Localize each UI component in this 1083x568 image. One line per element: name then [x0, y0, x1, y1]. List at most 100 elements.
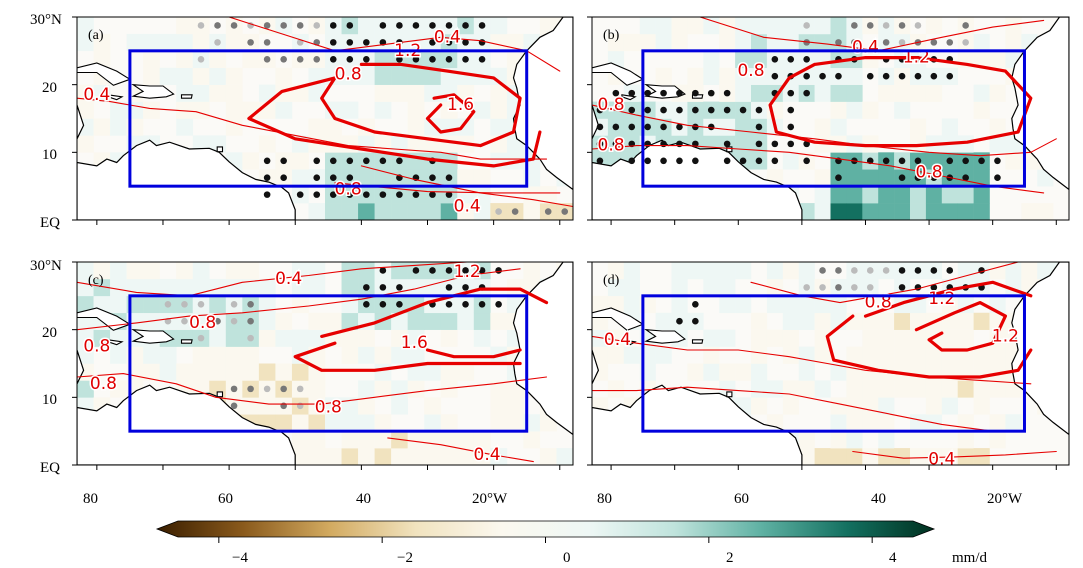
- significance-dot-strong: [445, 300, 453, 308]
- significance-dot-strong: [396, 284, 403, 291]
- anomaly-cell: [751, 346, 768, 364]
- contour-label: 0.8: [916, 163, 943, 183]
- anomaly-cell: [798, 448, 815, 465]
- anomaly-cell: [440, 363, 458, 381]
- significance-dot-weak: [247, 39, 254, 46]
- anomaly-cell: [457, 67, 475, 85]
- significance-dot-strong: [329, 55, 337, 63]
- anomaly-cell: [814, 448, 831, 465]
- significance-dot-strong: [495, 300, 502, 308]
- anomaly-cell: [894, 101, 911, 119]
- anomaly-cell: [209, 363, 227, 381]
- anomaly-cell: [325, 203, 342, 220]
- anomaly-cell: [973, 203, 990, 220]
- anomaly-cell: [159, 67, 177, 85]
- anomaly-cell: [766, 262, 784, 280]
- contour-label: 0.4: [852, 37, 879, 57]
- colorbar-unit: mm/d: [952, 550, 988, 566]
- lon-tick-left-40: 40: [356, 491, 371, 507]
- anomaly-cell: [291, 295, 309, 314]
- anomaly-cell: [687, 262, 704, 280]
- anomaly-cell: [275, 363, 293, 381]
- anomaly-cell: [407, 312, 425, 330]
- anomaly-cell: [77, 101, 94, 119]
- axis-ticks: [587, 261, 1057, 470]
- anomaly-cell: [735, 67, 752, 85]
- significance-dot-strong: [946, 267, 954, 274]
- anomaly-cell: [325, 414, 342, 432]
- lat-tick-bottom-30: 30°N: [30, 258, 62, 274]
- anomaly-cell: [506, 414, 524, 432]
- anomaly-cell: [258, 312, 276, 330]
- axis-ticks: [587, 16, 1057, 225]
- anomaly-cell: [407, 101, 425, 119]
- anomaly-cell: [341, 203, 359, 220]
- anomaly-cell: [93, 33, 111, 52]
- significance-dot-strong: [429, 39, 436, 46]
- anomaly-cell: [751, 33, 768, 52]
- anomaly-cell: [592, 329, 609, 347]
- central-america-coast: [592, 349, 600, 385]
- island-coast: [592, 62, 645, 86]
- anomaly-cell: [110, 346, 127, 364]
- significance-dot-weak: [263, 55, 271, 63]
- anomaly-cell: [814, 169, 831, 187]
- anomaly-cell: [358, 380, 375, 398]
- anomaly-cell: [862, 186, 879, 204]
- significance-dot-weak: [214, 39, 221, 46]
- anomaly-cell: [989, 262, 1006, 280]
- significance-dot-strong: [396, 191, 403, 198]
- anomaly-cell: [440, 312, 458, 330]
- significance-dot-strong: [803, 55, 810, 63]
- anomaly-cell: [1021, 262, 1038, 280]
- significance-dot-strong: [914, 174, 922, 182]
- anomaly-cell: [407, 448, 425, 465]
- significance-dot-weak: [851, 22, 858, 29]
- anomaly-cell: [735, 17, 752, 35]
- anomaly-cell: [957, 431, 974, 449]
- anomaly-cell: [782, 312, 799, 330]
- significance-dots: [197, 22, 569, 215]
- significance-dot-strong: [379, 22, 387, 29]
- significance-dot-strong: [329, 191, 337, 198]
- anomaly-cell: [391, 346, 408, 364]
- island-coast: [77, 62, 132, 86]
- anomaly-cell: [798, 262, 815, 280]
- island-coast: [180, 94, 193, 99]
- anomaly-cell: [830, 84, 847, 102]
- lon-tick-right-20w: 20°W: [987, 491, 1023, 507]
- anomaly-cell: [407, 346, 425, 364]
- anomaly-cell: [687, 17, 704, 35]
- anomaly-cell: [798, 363, 815, 381]
- significance-dot-weak: [495, 208, 502, 215]
- anomaly-cell: [925, 84, 943, 102]
- map-panel-c: 0.4 0.8 1.2 0.8 0.8 1.6 0.8 0.4: [72, 261, 574, 470]
- lat-tick-bottom-eq: EQ: [40, 460, 60, 476]
- anomaly-cell: [258, 329, 276, 347]
- anomaly-cell: [1037, 262, 1054, 280]
- anomaly-cell: [308, 431, 326, 449]
- anomaly-cell: [391, 203, 408, 220]
- panel-labels: (a) (b) (c) (d): [88, 28, 620, 288]
- significance-dot-strong: [930, 267, 938, 274]
- significance-dot-weak: [197, 334, 205, 342]
- anomaly-cell: [457, 169, 475, 187]
- anomaly-cell: [159, 33, 177, 52]
- significance-dot-strong: [755, 157, 763, 165]
- anomaly-cell: [159, 346, 177, 364]
- anomaly-cell: [878, 397, 895, 415]
- lon-tick-right-40: 40: [871, 491, 886, 507]
- anomaly-cell: [407, 278, 425, 297]
- anomaly-cell: [703, 17, 720, 35]
- anomaly-cell: [176, 33, 194, 52]
- anomaly-cell: [143, 262, 160, 280]
- island-coast: [691, 339, 704, 344]
- anomaly-cell: [325, 448, 342, 465]
- significance-dot-strong: [819, 72, 826, 80]
- anomaly-cell: [766, 278, 784, 297]
- anomaly-cell: [176, 50, 194, 69]
- contour-thin: [592, 104, 1057, 157]
- anomaly-cell: [623, 262, 640, 280]
- significance-dot-weak: [313, 55, 321, 63]
- significance-dot-strong: [978, 157, 985, 165]
